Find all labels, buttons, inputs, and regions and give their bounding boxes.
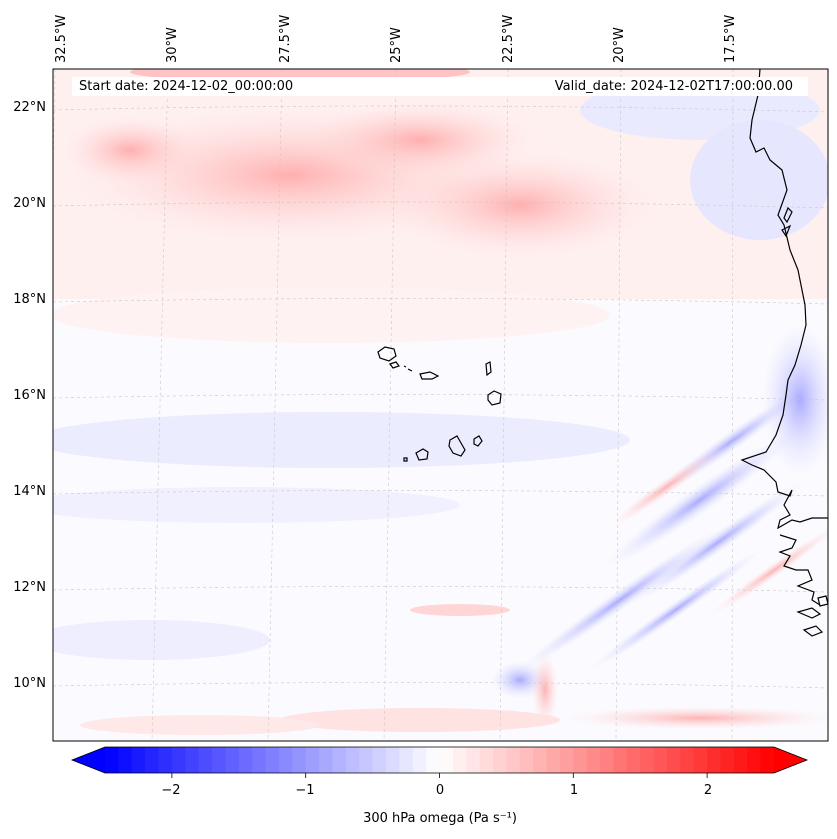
colorbar-swatch: [252, 747, 266, 773]
colorbar-swatch: [372, 747, 387, 773]
latitude-label: 22°N: [13, 100, 46, 115]
longitude-label: 22.5°W: [501, 15, 516, 63]
cape-verde-islands: [377, 346, 502, 462]
colorbar-swatch: [613, 747, 628, 773]
colorbar-swatch: [452, 747, 467, 773]
longitude-label: 32.5°W: [54, 15, 69, 63]
latitude-label: 14°N: [13, 484, 46, 499]
colorbar-tick-label: 2: [704, 783, 712, 798]
colorbar-swatch: [707, 747, 721, 773]
colorbar-tick-label: −1: [295, 783, 314, 798]
colorbar-swatch: [278, 747, 293, 773]
colorbar-label: 300 hPa omega (Pa s⁻¹): [363, 811, 517, 826]
colorbar-swatch: [385, 747, 400, 773]
colorbar-tick-label: −2: [161, 783, 180, 798]
colorbar-swatch: [466, 747, 481, 773]
colorbar: −2 −1 0 1 2 300 hPa omega (Pa s⁻¹): [70, 746, 809, 826]
latitude-label: 20°N: [13, 196, 46, 211]
colorbar-swatch: [265, 747, 280, 773]
colorbar-swatch: [586, 747, 601, 773]
longitude-label: 25°W: [389, 27, 404, 63]
colorbar-swatch: [359, 747, 373, 773]
colorbar-swatch: [426, 747, 440, 773]
colorbar-tick-label: 1: [570, 783, 578, 798]
map-frame: [52, 68, 829, 742]
colorbar-swatch: [600, 747, 614, 773]
colorbar-swatch: [158, 747, 173, 773]
longitude-labels: 32.5°W 30°W 27.5°W 25°W 22.5°W 20°W 17.5…: [54, 15, 738, 63]
colorbar-swatch: [760, 747, 775, 773]
valid-date-label: Valid_date: 2024-12-02T17:00:00.00: [554, 79, 793, 94]
colorbar-swatch: [680, 747, 695, 773]
colorbar-swatch: [546, 747, 561, 773]
colorbar-outline: [70, 746, 809, 774]
colorbar-swatch: [131, 747, 146, 773]
africa-coastline: [740, 69, 828, 637]
colorbar-swatch: [506, 747, 521, 773]
colorbar-swatch: [212, 747, 226, 773]
colorbar-swatch: [105, 747, 119, 773]
colorbar-swatch: [145, 747, 159, 773]
colorbar-swatch: [533, 747, 547, 773]
colorbar-swatch: [345, 747, 360, 773]
colorbar-swatch: [118, 747, 133, 773]
colorbar-swatch: [439, 747, 454, 773]
colorbar-swatch: [332, 747, 347, 773]
colorbar-swatch: [319, 747, 333, 773]
longitude-label: 30°W: [165, 27, 180, 63]
colorbar-swatch: [412, 747, 427, 773]
latitude-label: 18°N: [13, 292, 46, 307]
latitude-label: 12°N: [13, 580, 46, 595]
colorbar-swatch: [305, 747, 320, 773]
start-date-label: Start date: 2024-12-02_00:00:00: [72, 77, 808, 96]
colorbar-swatch: [666, 747, 681, 773]
latitude-label: 16°N: [13, 388, 46, 403]
colorbar-swatch: [198, 747, 213, 773]
colorbar-swatch: [479, 747, 494, 773]
colorbar-swatch: [493, 747, 507, 773]
colorbar-swatch: [519, 747, 534, 773]
colorbar-swatch: [238, 747, 253, 773]
longitude-label: 20°W: [612, 27, 627, 63]
colorbar-swatch: [399, 747, 414, 773]
colorbar-swatch: [640, 747, 654, 773]
latitude-label: 10°N: [13, 676, 46, 691]
colorbar-low-extend: [72, 747, 105, 773]
colorbar-tick-label: 0: [436, 783, 444, 798]
colorbar-swatch: [185, 747, 200, 773]
colorbar-swatch: [573, 747, 588, 773]
longitude-label: 27.5°W: [278, 15, 293, 63]
colorbar-swatch: [747, 747, 762, 773]
colorbar-swatch: [693, 747, 708, 773]
latitude-labels: 22°N 20°N 18°N 16°N 14°N 12°N 10°N: [13, 100, 46, 691]
colorbar-swatch: [626, 747, 641, 773]
colorbar-swatch: [720, 747, 735, 773]
colorbar-swatches: [105, 747, 775, 773]
colorbar-swatch: [292, 747, 307, 773]
colorbar-swatch: [559, 747, 574, 773]
longitude-label: 17.5°W: [723, 15, 738, 63]
colorbar-swatch: [171, 747, 186, 773]
colorbar-swatch: [225, 747, 240, 773]
colorbar-swatch: [653, 747, 668, 773]
colorbar-swatch: [733, 747, 748, 773]
colorbar-high-extend: [774, 747, 807, 773]
omega-field-map: [53, 69, 828, 741]
